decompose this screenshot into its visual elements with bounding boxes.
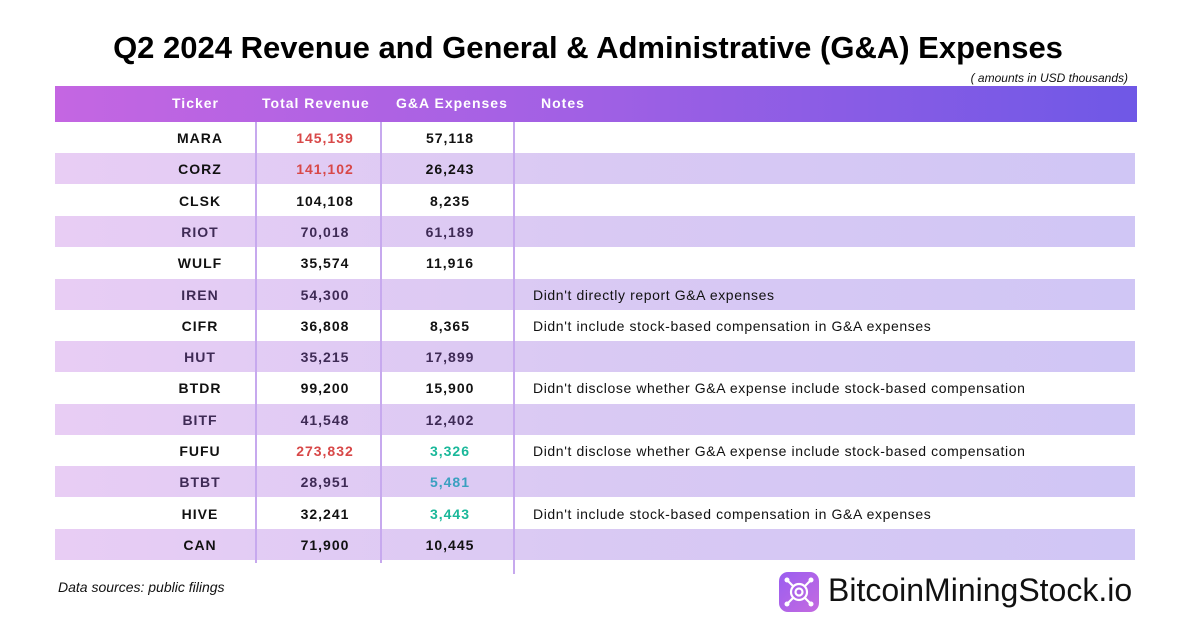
notes-cell: Didn't directly report G&A expenses bbox=[533, 286, 775, 303]
revenue-cell: 54,300 bbox=[300, 286, 350, 303]
table-row: BTBT 28,951 5,481 bbox=[55, 466, 1135, 498]
column-divider bbox=[255, 122, 257, 563]
ticker-cell: HIVE bbox=[181, 505, 219, 522]
revenue-cell: 35,574 bbox=[300, 255, 350, 272]
revenue-cell: 145,139 bbox=[296, 130, 354, 146]
ga-expense-cell: 5,481 bbox=[429, 474, 471, 491]
ticker-cell: CLSK bbox=[178, 192, 222, 209]
ga-expense-cell: 8,365 bbox=[429, 317, 471, 334]
table-row: BITF 41,548 12,402 bbox=[55, 403, 1135, 435]
column-divider bbox=[513, 122, 515, 574]
ga-expense-cell: 61,189 bbox=[425, 223, 475, 240]
ga-expense-cell: 8,235 bbox=[429, 192, 471, 209]
brand-name: BitcoinMiningStock.io bbox=[828, 572, 1133, 608]
revenue-cell: 28,951 bbox=[300, 474, 350, 491]
source-note: Data sources: public filings bbox=[58, 579, 225, 595]
ticker-cell: FUFU bbox=[179, 443, 221, 459]
table-row: WULF 35,574 11,916 bbox=[55, 247, 1135, 278]
ga-expense-cell: 17,899 bbox=[425, 349, 475, 366]
notes-cell: Didn't disclose whether G&A expense incl… bbox=[533, 443, 1026, 459]
ga-expense-cell: 3,326 bbox=[429, 443, 471, 459]
revenue-cell: 104,108 bbox=[296, 192, 354, 209]
ticker-cell: IREN bbox=[181, 286, 219, 303]
table-header: Ticker Total Revenue G&A Expenses Notes bbox=[55, 86, 1137, 122]
unit-note: ( amounts in USD thousands) bbox=[970, 71, 1128, 85]
notes-cell: Didn't include stock-based compensation … bbox=[533, 505, 932, 522]
revenue-cell: 70,018 bbox=[300, 223, 350, 240]
header-ticker: Ticker bbox=[172, 95, 219, 111]
notes-cell: Didn't include stock-based compensation … bbox=[533, 317, 932, 334]
page-title: Q2 2024 Revenue and General & Administra… bbox=[113, 30, 1063, 65]
revenue-cell: 32,241 bbox=[300, 505, 350, 522]
table-row: IREN 54,300 Didn't directly report G&A exp… bbox=[55, 278, 1135, 310]
ga-expense-cell: 57,118 bbox=[425, 130, 475, 146]
table-row: RIOT 70,018 61,189 bbox=[55, 215, 1135, 247]
header-revenue: Total Revenue bbox=[262, 95, 370, 111]
ga-expense-cell: 12,402 bbox=[425, 411, 475, 428]
revenue-cell: 273,832 bbox=[296, 443, 354, 459]
revenue-cell: 99,200 bbox=[300, 380, 350, 397]
table-row: CAN 71,900 10,445 bbox=[55, 528, 1135, 560]
ticker-cell: CORZ bbox=[178, 161, 222, 178]
ticker-cell: BITF bbox=[182, 411, 218, 428]
revenue-cell: 36,808 bbox=[300, 317, 350, 334]
ticker-cell: HUT bbox=[184, 349, 216, 366]
brand-logo-icon bbox=[779, 572, 819, 612]
table-row: CLSK 104,108 8,235 bbox=[55, 185, 1135, 216]
header-notes: Notes bbox=[541, 95, 585, 111]
table-row: CORZ 141,102 26,243 bbox=[55, 153, 1135, 185]
revenue-cell: 71,900 bbox=[300, 536, 350, 553]
ticker-cell: MARA bbox=[177, 130, 223, 146]
table-row: HIVE 32,241 3,443 Didn't include stock-base… bbox=[55, 498, 1135, 529]
revenue-cell: 35,215 bbox=[300, 349, 350, 366]
ga-expense-cell: 11,916 bbox=[425, 255, 475, 272]
table-row: MARA 145,139 57,118 bbox=[55, 122, 1135, 153]
ga-expense-cell: 10,445 bbox=[425, 536, 475, 553]
ticker-cell: CIFR bbox=[181, 317, 219, 334]
table-row: CIFR 36,808 8,365 Didn't include stock-base… bbox=[55, 310, 1135, 341]
table-row: HUT 35,215 17,899 bbox=[55, 341, 1135, 373]
revenue-cell: 141,102 bbox=[296, 161, 354, 178]
header-ga: G&A Expenses bbox=[396, 95, 508, 111]
ticker-cell: CAN bbox=[183, 536, 217, 553]
ticker-cell: RIOT bbox=[181, 223, 219, 240]
ticker-cell: WULF bbox=[177, 255, 223, 272]
table-row: FUFU 273,832 3,326 Didn't disclose whether … bbox=[55, 435, 1135, 466]
ga-expense-cell: 15,900 bbox=[425, 380, 475, 397]
ticker-cell: BTBT bbox=[179, 474, 221, 491]
ga-expense-cell: 3,443 bbox=[429, 505, 471, 522]
notes-cell: Didn't disclose whether G&A expense incl… bbox=[533, 380, 1026, 397]
column-divider bbox=[380, 122, 382, 563]
ga-expense-cell: 26,243 bbox=[425, 161, 475, 178]
ticker-cell: BTDR bbox=[178, 380, 222, 397]
revenue-cell: 41,548 bbox=[300, 411, 350, 428]
table-row: BTDR 99,200 15,900 Didn't disclose whether … bbox=[55, 372, 1135, 403]
